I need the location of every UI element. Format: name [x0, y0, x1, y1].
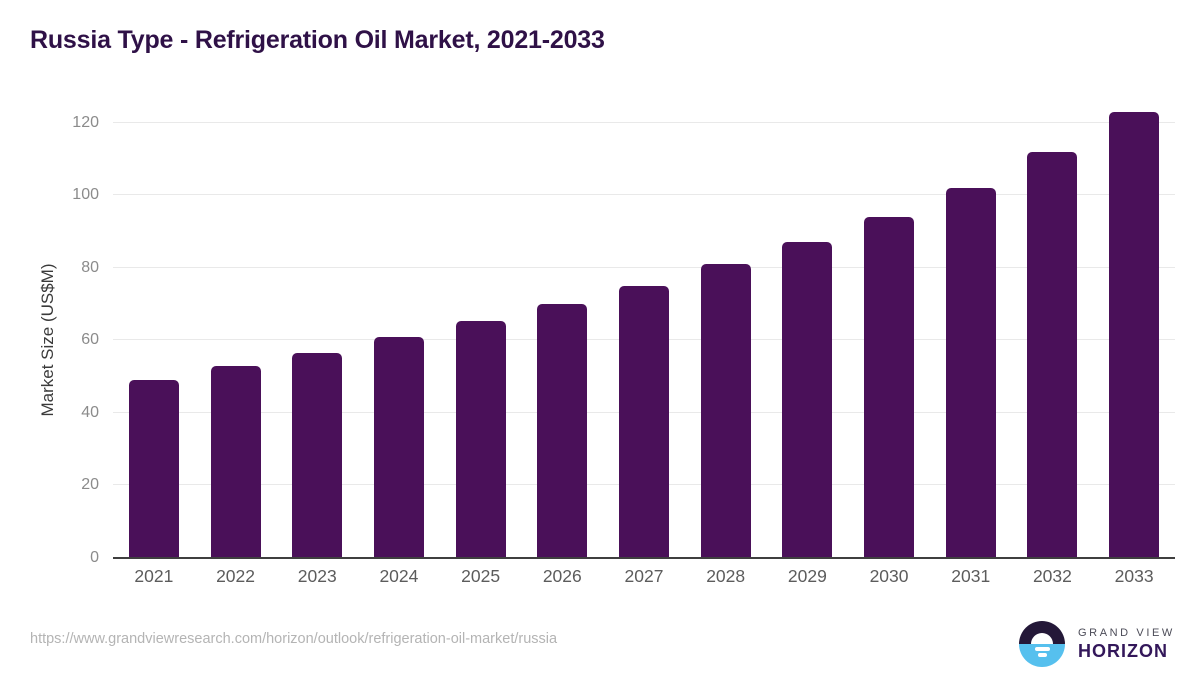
y-tick-label-40: 40 [81, 403, 99, 421]
bar-2022 [210, 365, 261, 558]
x-tick-label-2027: 2027 [624, 566, 664, 586]
y-tick-label-100: 100 [72, 186, 99, 204]
gridline-120 [113, 121, 1175, 123]
y-axis-label: Market Size (US$M) [38, 263, 57, 417]
x-tick-label-2031: 2031 [951, 566, 991, 586]
x-tick-label-2026: 2026 [542, 566, 582, 586]
bar-band-2026 [521, 100, 603, 558]
bar-band-2025 [440, 100, 522, 558]
bar-2027 [618, 285, 669, 558]
bar-band-2030 [848, 100, 930, 558]
bar-2029 [782, 242, 833, 558]
gridline-80 [113, 266, 1175, 268]
bar-2025 [455, 321, 506, 558]
bars-row [113, 100, 1175, 558]
x-tick-label-2033: 2033 [1114, 566, 1154, 586]
y-tick-label-0: 0 [90, 549, 99, 566]
bar-2021 [128, 380, 179, 558]
logo-text: GRAND VIEW HORIZON [1078, 627, 1175, 662]
bar-2032 [1027, 151, 1078, 558]
logo-sky [1019, 621, 1065, 644]
plot-area: 0 20 40 60 80 100 120 [72, 100, 1175, 566]
x-tick-label-2025: 2025 [461, 566, 501, 586]
logo-reflection-1 [1034, 647, 1050, 651]
x-tick-label-2029: 2029 [787, 566, 827, 586]
bar-2023 [292, 353, 343, 558]
x-tick-label-2021: 2021 [134, 566, 174, 586]
bar-band-2021 [113, 100, 195, 558]
logo-sun [1031, 633, 1053, 644]
bar-band-2031 [930, 100, 1012, 558]
y-tick-label-120: 120 [72, 113, 99, 131]
bar-2030 [864, 217, 915, 558]
bar-band-2032 [1012, 100, 1094, 558]
bar-band-2028 [685, 100, 767, 558]
bar-2024 [373, 336, 424, 558]
x-tick-label-2030: 2030 [869, 566, 909, 586]
x-labels: 2021 2022 2023 2024 2025 2026 2027 2028 2029 2030… [113, 566, 1175, 587]
logo-reflection-2 [1037, 653, 1047, 657]
bar-band-2023 [276, 100, 358, 558]
bar-2028 [700, 264, 751, 558]
y-tick-label-20: 20 [81, 476, 99, 494]
y-tick-label-80: 80 [81, 258, 99, 276]
x-tick-label-2022: 2022 [216, 566, 255, 586]
y-tick-label-60: 60 [81, 331, 99, 349]
x-tick-label-2023: 2023 [297, 566, 337, 586]
x-axis-line [113, 557, 1175, 559]
logo-brand-line2: HORIZON [1078, 640, 1168, 661]
bar-2033 [1109, 111, 1160, 558]
grand-view-horizon-logo: GRAND VIEW HORIZON [1019, 621, 1175, 667]
bar-band-2024 [358, 100, 440, 558]
bar-2026 [537, 304, 588, 558]
x-tick-label-2028: 2028 [706, 566, 746, 586]
source-url: https://www.grandviewresearch.com/horizo… [30, 631, 558, 647]
x-tick-label-2032: 2032 [1032, 566, 1072, 586]
bar-band-2022 [195, 100, 277, 558]
bar-2031 [945, 188, 996, 558]
gridline-100 [113, 194, 1175, 196]
bar-band-2027 [603, 100, 685, 558]
bar-band-2029 [767, 100, 849, 558]
logo-brand-line1: GRAND VIEW [1078, 626, 1175, 639]
bar-band-2033 [1093, 100, 1175, 558]
chart-title: Russia Type - Refrigeration Oil Market, … [30, 26, 605, 54]
horizon-sun-icon [1019, 621, 1065, 667]
x-tick-label-2024: 2024 [379, 566, 419, 586]
